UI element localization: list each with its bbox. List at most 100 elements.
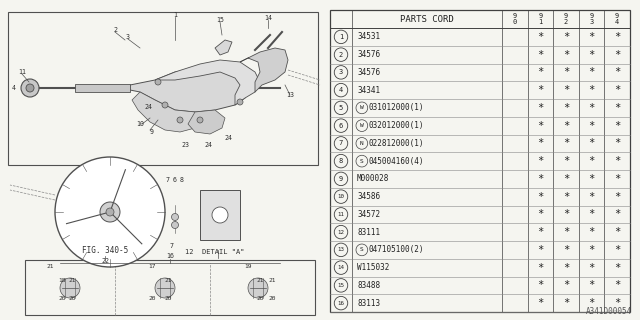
Text: 20: 20 xyxy=(268,295,276,300)
Text: 4: 4 xyxy=(12,85,16,91)
Text: *: * xyxy=(537,50,543,60)
Text: *: * xyxy=(588,298,595,308)
Text: 14: 14 xyxy=(337,265,344,270)
Text: 9
1: 9 1 xyxy=(538,13,543,25)
Text: 24: 24 xyxy=(224,135,232,141)
Text: *: * xyxy=(614,103,620,113)
Text: *: * xyxy=(563,85,569,95)
Text: *: * xyxy=(563,245,569,255)
Text: 34341: 34341 xyxy=(357,86,380,95)
Text: 20: 20 xyxy=(58,295,66,300)
Text: 9
0: 9 0 xyxy=(513,13,517,25)
Text: *: * xyxy=(588,85,595,95)
Text: *: * xyxy=(537,85,543,95)
Text: 031012000(1): 031012000(1) xyxy=(369,103,424,112)
Circle shape xyxy=(212,207,228,223)
Text: 34586: 34586 xyxy=(357,192,380,201)
Text: *: * xyxy=(614,50,620,60)
Text: 15: 15 xyxy=(337,283,344,288)
Text: *: * xyxy=(537,280,543,290)
Text: *: * xyxy=(537,138,543,148)
Text: 9: 9 xyxy=(150,129,154,135)
Text: *: * xyxy=(563,280,569,290)
Text: 11: 11 xyxy=(18,69,26,75)
Polygon shape xyxy=(155,60,260,105)
Circle shape xyxy=(55,157,165,267)
Text: 8: 8 xyxy=(180,177,184,183)
Circle shape xyxy=(106,208,114,216)
Text: 83113: 83113 xyxy=(357,299,380,308)
Text: *: * xyxy=(614,68,620,77)
Text: M000028: M000028 xyxy=(357,174,389,183)
Text: 24: 24 xyxy=(144,104,152,110)
Text: 34576: 34576 xyxy=(357,68,380,77)
Text: 10: 10 xyxy=(136,121,144,127)
Circle shape xyxy=(197,117,203,123)
Polygon shape xyxy=(132,92,200,132)
Text: *: * xyxy=(563,192,569,202)
Text: 20: 20 xyxy=(256,295,264,300)
Circle shape xyxy=(172,213,179,220)
Text: 032012000(1): 032012000(1) xyxy=(369,121,424,130)
Text: 21: 21 xyxy=(68,277,76,283)
Text: *: * xyxy=(537,192,543,202)
Circle shape xyxy=(155,278,175,298)
Text: *: * xyxy=(563,121,569,131)
Text: *: * xyxy=(614,263,620,273)
Text: 9
2: 9 2 xyxy=(564,13,568,25)
Text: *: * xyxy=(588,121,595,131)
Text: *: * xyxy=(563,298,569,308)
Circle shape xyxy=(177,117,183,123)
Circle shape xyxy=(248,278,268,298)
Text: *: * xyxy=(537,121,543,131)
Text: *: * xyxy=(588,174,595,184)
Text: *: * xyxy=(537,227,543,237)
Text: *: * xyxy=(563,32,569,42)
Text: *: * xyxy=(563,174,569,184)
Text: 15: 15 xyxy=(216,17,224,23)
Text: 7: 7 xyxy=(339,140,343,146)
Text: 20: 20 xyxy=(164,295,172,300)
Text: 18: 18 xyxy=(58,277,66,283)
Text: *: * xyxy=(588,227,595,237)
Text: 16: 16 xyxy=(166,253,174,259)
Text: *: * xyxy=(563,156,569,166)
Text: 4: 4 xyxy=(339,87,343,93)
Text: *: * xyxy=(614,32,620,42)
Text: 6: 6 xyxy=(339,123,343,129)
Circle shape xyxy=(26,84,34,92)
Text: 23: 23 xyxy=(181,142,189,148)
Text: *: * xyxy=(588,32,595,42)
Text: *: * xyxy=(614,280,620,290)
Circle shape xyxy=(155,79,161,85)
Polygon shape xyxy=(200,190,240,240)
Text: *: * xyxy=(588,50,595,60)
Text: 11: 11 xyxy=(337,212,344,217)
Polygon shape xyxy=(240,48,288,92)
Text: 8: 8 xyxy=(339,158,343,164)
Text: 9
3: 9 3 xyxy=(589,13,594,25)
Text: 7: 7 xyxy=(170,243,174,249)
Text: 34572: 34572 xyxy=(357,210,380,219)
Text: 9
4: 9 4 xyxy=(615,13,620,25)
Text: *: * xyxy=(537,32,543,42)
Circle shape xyxy=(21,79,39,97)
Text: 83488: 83488 xyxy=(357,281,380,290)
Text: *: * xyxy=(537,245,543,255)
Text: *: * xyxy=(614,85,620,95)
Text: *: * xyxy=(614,138,620,148)
Text: 21: 21 xyxy=(164,277,172,283)
Text: 6: 6 xyxy=(173,177,177,183)
Text: *: * xyxy=(588,138,595,148)
Text: 14: 14 xyxy=(264,15,272,21)
Polygon shape xyxy=(75,84,130,92)
Text: 20: 20 xyxy=(68,295,76,300)
Text: A341D00054: A341D00054 xyxy=(586,307,632,316)
Text: *: * xyxy=(614,156,620,166)
Text: 2: 2 xyxy=(339,52,343,58)
Text: PARTS CORD: PARTS CORD xyxy=(400,14,454,23)
Text: *: * xyxy=(537,156,543,166)
Text: 12  DETAIL "A": 12 DETAIL "A" xyxy=(185,249,244,255)
Circle shape xyxy=(100,202,120,222)
Text: 17: 17 xyxy=(148,263,156,268)
